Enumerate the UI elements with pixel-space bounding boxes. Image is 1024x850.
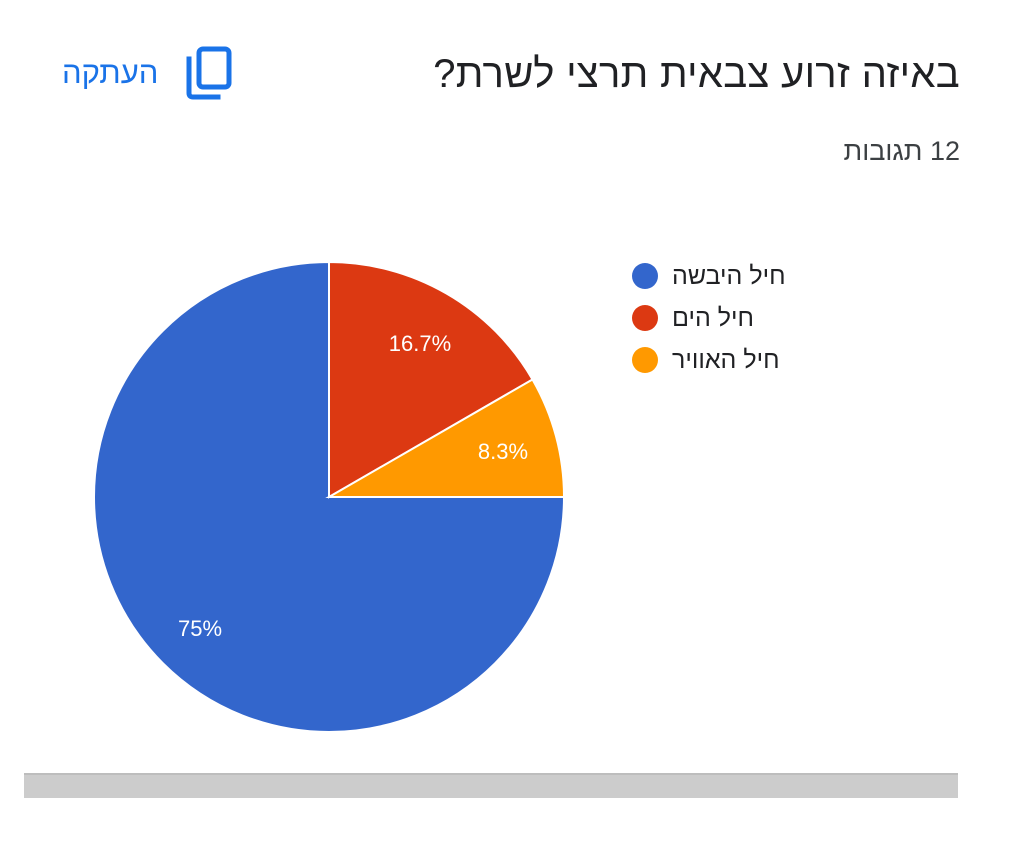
response-count: 12 תגובות [843,136,960,166]
legend-dot-icon [632,263,658,289]
pie-chart: 16.7% 8.3% 75% [93,260,566,733]
legend-label: חיל הים [672,303,754,332]
pie-slice-air[interactable] [325,378,566,498]
legend-dot-icon [632,347,658,373]
legend-item-navy[interactable]: חיל הים [632,297,786,339]
legend-dot-icon [632,305,658,331]
legend-item-land[interactable]: חיל היבשה [632,255,786,297]
slice-label-navy: 16.7% [389,331,451,356]
copy-icon [186,46,232,100]
legend-label: חיל האוויר [672,345,780,374]
horizontal-scrollbar[interactable] [24,773,958,798]
slice-label-air: 8.3% [478,439,528,464]
slice-label-land: 75% [178,616,222,641]
copy-button[interactable]: העתקה [62,42,234,104]
legend-item-air[interactable]: חיל האוויר [632,339,786,381]
pie-slice-navy[interactable] [328,260,534,499]
question-title: באיזה זרוע צבאית תרצי לשרת? [433,52,960,96]
legend-label: חיל היבשה [672,261,786,290]
chart-legend: חיל היבשה חיל הים חיל האוויר [632,255,786,381]
copy-button-label: העתקה [62,55,159,90]
